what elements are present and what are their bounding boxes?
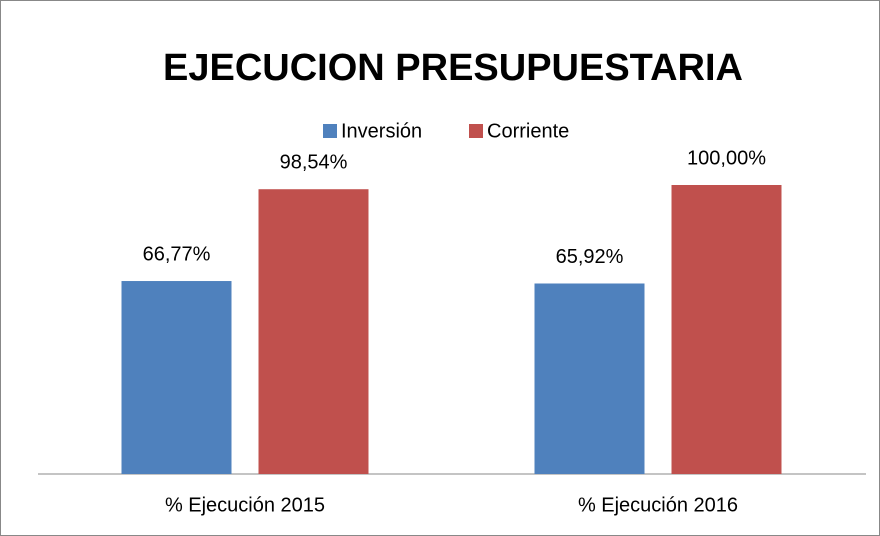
x-tick-label: % Ejecución 2016 [578, 494, 738, 516]
data-label: 65,92% [556, 246, 624, 268]
legend-label: Inversión [341, 120, 422, 142]
data-label: 100,00% [687, 147, 766, 169]
legend-swatch [469, 124, 483, 138]
data-label: 66,77% [143, 243, 211, 265]
data-label: 98,54% [280, 152, 348, 174]
bar [671, 185, 782, 474]
bar [121, 281, 232, 474]
chart-title: EJECUCION PRESUPUESTARIA [163, 47, 743, 89]
legend-swatch [323, 124, 337, 138]
x-tick-label: % Ejecución 2015 [165, 494, 325, 516]
bar [258, 189, 369, 474]
bar [534, 283, 645, 474]
legend-label: Corriente [487, 120, 569, 142]
